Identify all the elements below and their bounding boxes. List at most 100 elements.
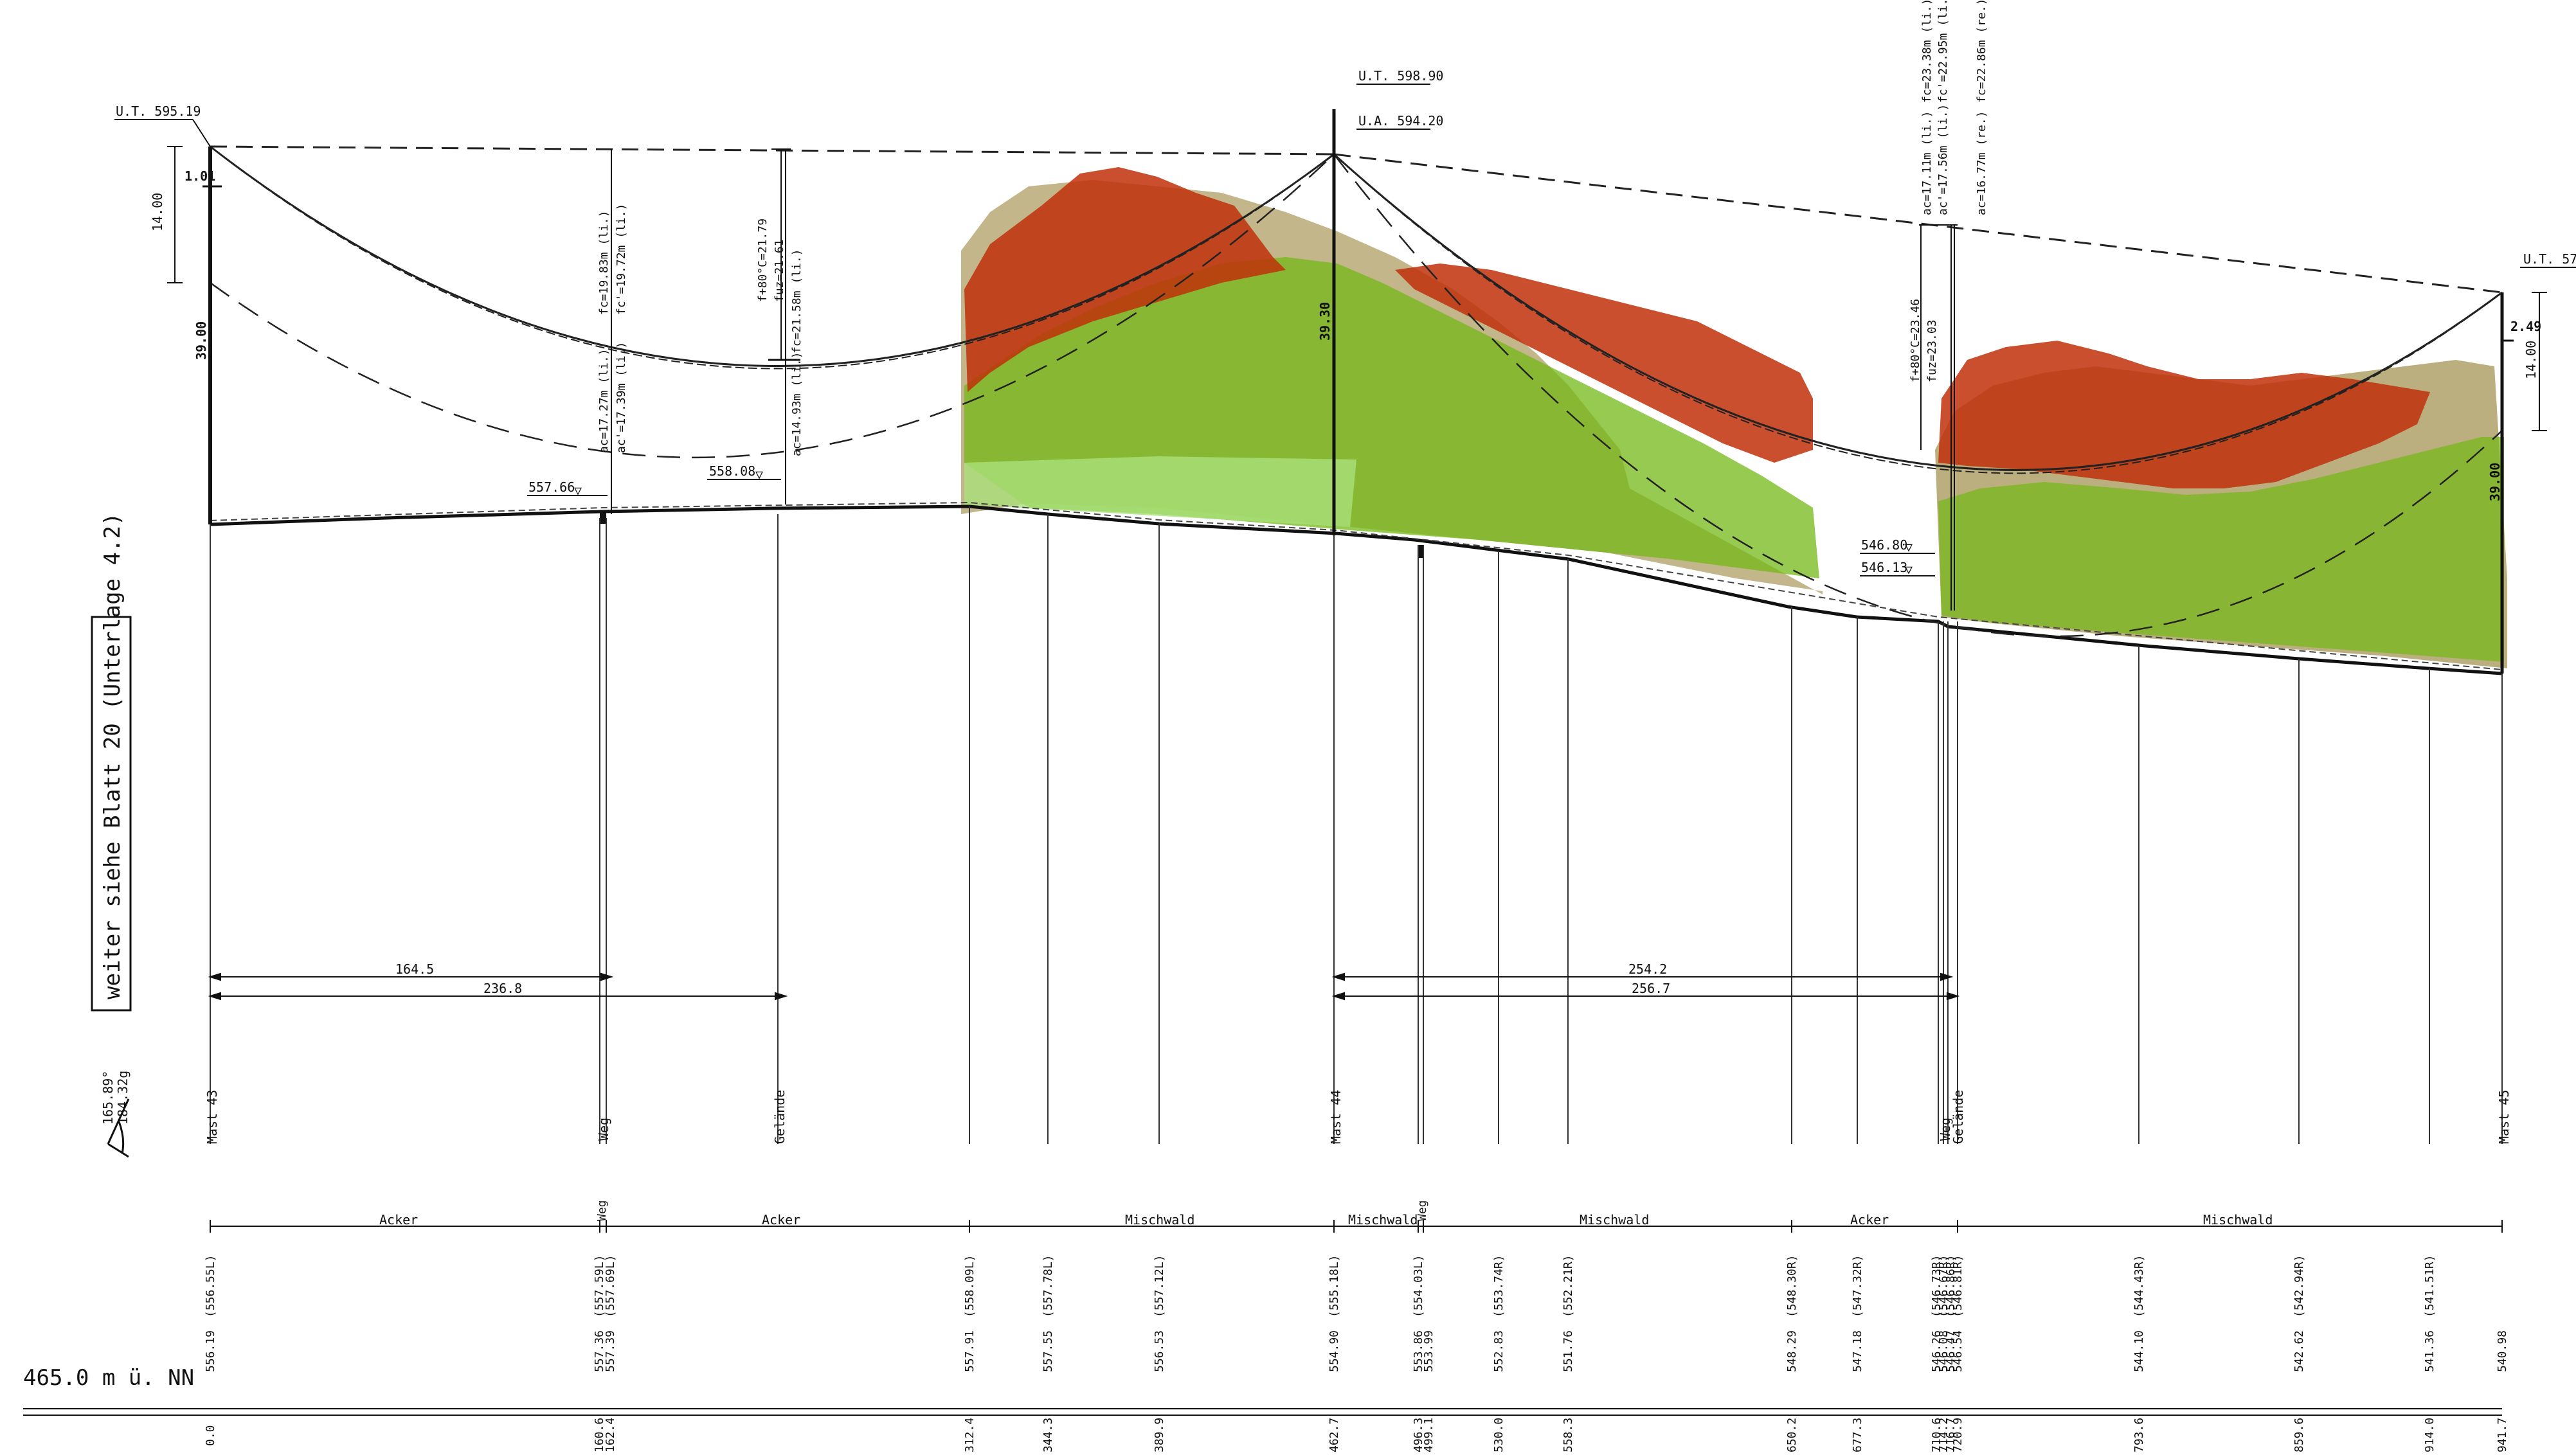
elev-weg: 557.66 bbox=[528, 479, 575, 495]
svg-text:548.29: 548.29 bbox=[1785, 1330, 1799, 1372]
svg-text:546.47: 546.47 bbox=[1944, 1330, 1958, 1372]
svg-text:(546.86R): (546.86R) bbox=[1944, 1254, 1958, 1317]
span2-annotations: fc=23.38m (li.) fc'=22.95m (li.) fc=22.8… bbox=[1418, 0, 1988, 611]
tower-labels: U.T. 595.19 1.01 14.00 39.00 U.T. 598.90… bbox=[114, 68, 2576, 501]
svg-text:716.7: 716.7 bbox=[1944, 1418, 1958, 1452]
svg-text:793.6: 793.6 bbox=[2132, 1418, 2146, 1452]
svg-text:312.4: 312.4 bbox=[963, 1418, 977, 1452]
angle-symbol bbox=[107, 1098, 130, 1158]
angle-deg: 165.89° bbox=[100, 1071, 116, 1125]
svg-text:Mast 44: Mast 44 bbox=[1328, 1090, 1344, 1144]
svg-text:(542.94R): (542.94R) bbox=[2292, 1254, 2306, 1317]
conductor-1b bbox=[210, 146, 1335, 370]
svg-text:fc=19.83m (li.): fc=19.83m (li.) bbox=[597, 210, 611, 315]
svg-text:544.10: 544.10 bbox=[2132, 1330, 2146, 1372]
svg-text:(556.55L): (556.55L) bbox=[204, 1254, 217, 1317]
elev-546-80: 546.80 bbox=[1861, 537, 1907, 553]
svg-text:(544.43R): (544.43R) bbox=[2132, 1254, 2146, 1317]
svg-text:859.6: 859.6 bbox=[2292, 1418, 2306, 1452]
datum-label: 465.0 m ü. NN bbox=[23, 1365, 194, 1391]
tower-44-height: 39.30 bbox=[1317, 302, 1333, 341]
svg-text:556.19: 556.19 bbox=[204, 1330, 217, 1372]
forest-green-2 bbox=[1938, 437, 2504, 662]
dim-256-7: 256.7 bbox=[1632, 981, 1670, 996]
svg-text:546.54: 546.54 bbox=[1951, 1330, 1965, 1372]
station-lines bbox=[210, 506, 2503, 1144]
svg-text:(547.32R): (547.32R) bbox=[1851, 1254, 1864, 1317]
svg-text:557.36: 557.36 bbox=[593, 1330, 606, 1372]
svg-text:542.62: 542.62 bbox=[2292, 1330, 2306, 1372]
svg-text:557.91: 557.91 bbox=[963, 1330, 977, 1372]
svg-text:(548.30R): (548.30R) bbox=[1785, 1254, 1799, 1317]
svg-text:554.90: 554.90 bbox=[1328, 1330, 1341, 1372]
svg-text:(557.12L): (557.12L) bbox=[1153, 1254, 1166, 1317]
chord-2 bbox=[1333, 153, 2503, 294]
svg-text:557.55: 557.55 bbox=[1041, 1330, 1055, 1372]
tower-43-top-label: U.T. 595.19 bbox=[116, 103, 201, 119]
land-use-band bbox=[210, 1220, 2503, 1233]
svg-text:389.9: 389.9 bbox=[1153, 1418, 1166, 1452]
svg-text:Mast 45: Mast 45 bbox=[2496, 1090, 2512, 1144]
reference-box bbox=[91, 616, 132, 1012]
svg-text:(557.69L): (557.69L) bbox=[604, 1254, 617, 1317]
elev-gelaende: 558.08 bbox=[709, 463, 755, 479]
svg-text:556.53: 556.53 bbox=[1153, 1330, 1166, 1372]
vegetation-point-cloud bbox=[961, 167, 2507, 668]
conductor-2b bbox=[1333, 154, 2503, 474]
clearance-curve-2 bbox=[1333, 154, 2503, 638]
svg-text:f+80°C=23.46: f+80°C=23.46 bbox=[1909, 299, 1922, 382]
svg-text:Mischwald: Mischwald bbox=[1348, 1212, 1418, 1227]
svg-text:530.0: 530.0 bbox=[1492, 1418, 1506, 1452]
svg-text:552.83: 552.83 bbox=[1492, 1330, 1506, 1372]
svg-text:540.98: 540.98 bbox=[2496, 1330, 2509, 1372]
svg-text:Acker: Acker bbox=[762, 1212, 800, 1227]
land-use-labels: Acker Weg Acker Mischwald Mischwald Weg … bbox=[379, 1200, 2273, 1227]
svg-text:(541.51R): (541.51R) bbox=[2423, 1254, 2436, 1317]
tower-45-dim-value: 14.00 bbox=[2523, 341, 2539, 379]
svg-text:Mischwald: Mischwald bbox=[1125, 1212, 1194, 1227]
svg-text:(555.18L): (555.18L) bbox=[1328, 1254, 1341, 1317]
svg-text:(557.78L): (557.78L) bbox=[1041, 1254, 1055, 1317]
dim-236-8: 236.8 bbox=[483, 981, 522, 996]
tower-45-small-value: 2.49 bbox=[2510, 319, 2541, 334]
svg-text:714.2: 714.2 bbox=[1937, 1418, 1950, 1452]
svg-text:Weg: Weg bbox=[596, 1118, 611, 1141]
svg-text:914.0: 914.0 bbox=[2423, 1418, 2436, 1452]
svg-text:Weg: Weg bbox=[595, 1200, 609, 1221]
svg-text:ac'=17.39m (li.): ac'=17.39m (li.) bbox=[615, 342, 628, 453]
svg-text:fc'=22.95m (li.): fc'=22.95m (li.) bbox=[1936, 0, 1950, 103]
tower-43-dim-value: 14.00 bbox=[150, 193, 165, 231]
svg-text:Weg: Weg bbox=[1416, 1200, 1429, 1221]
svg-text:Weg: Weg bbox=[1938, 1118, 1953, 1141]
svg-text:710.6: 710.6 bbox=[1930, 1418, 1943, 1452]
svg-text:Gelände: Gelände bbox=[1950, 1090, 1966, 1144]
svg-text:fc=23.38m (li.): fc=23.38m (li.) bbox=[1920, 0, 1934, 103]
svg-text:▽: ▽ bbox=[755, 467, 763, 482]
svg-text:Mischwald: Mischwald bbox=[2203, 1212, 2273, 1227]
svg-text:▽: ▽ bbox=[1905, 562, 1913, 577]
svg-text:Mast 43: Mast 43 bbox=[204, 1090, 220, 1144]
svg-text:Gelände: Gelände bbox=[772, 1090, 788, 1144]
svg-text:462.7: 462.7 bbox=[1328, 1418, 1341, 1452]
svg-text:650.2: 650.2 bbox=[1785, 1418, 1799, 1452]
conductor-group bbox=[210, 145, 2503, 638]
elev-546-13: 546.13 bbox=[1861, 560, 1907, 575]
conductor-2 bbox=[1333, 153, 2503, 471]
svg-text:546.08: 546.08 bbox=[1937, 1330, 1950, 1372]
station-table: (556.55L) 556.19 0.0 (557.59L) (557.69L)… bbox=[204, 1254, 2509, 1452]
span1-annotations: fc=19.83m (li.) fc'=19.72m (li.) ac=17.2… bbox=[527, 148, 804, 524]
clearance-curve-1 bbox=[210, 154, 1335, 459]
tower-45-top-label: U.T. 579 bbox=[2523, 251, 2576, 267]
svg-text:ac'=17.56m (li.): ac'=17.56m (li.) bbox=[1936, 104, 1950, 215]
svg-text:553.86: 553.86 bbox=[1412, 1330, 1425, 1372]
forest-red-1b bbox=[1395, 263, 1813, 463]
svg-text:(546.73R): (546.73R) bbox=[1930, 1254, 1943, 1317]
svg-text:499.1: 499.1 bbox=[1422, 1418, 1436, 1452]
forest-light-1 bbox=[964, 456, 1356, 527]
terrain-line bbox=[210, 504, 2503, 675]
svg-text:546.26: 546.26 bbox=[1930, 1330, 1943, 1372]
svg-text:(552.21R): (552.21R) bbox=[1562, 1254, 1575, 1317]
svg-text:ac=17.11m (li.): ac=17.11m (li.) bbox=[1920, 111, 1934, 215]
svg-text:496.3: 496.3 bbox=[1412, 1418, 1425, 1452]
svg-text:160.6: 160.6 bbox=[593, 1418, 606, 1452]
